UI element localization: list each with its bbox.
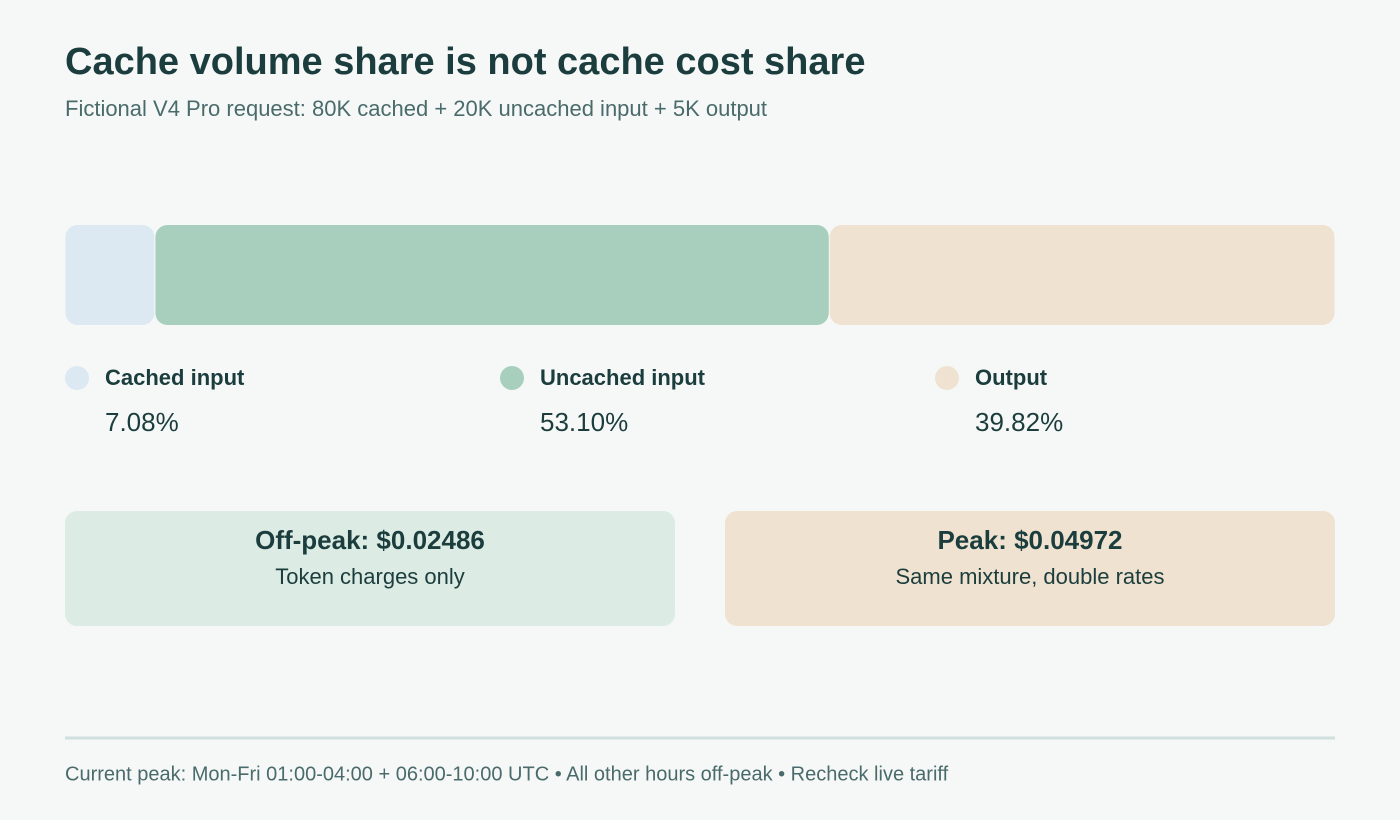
- bar-segment: [155, 225, 829, 325]
- chart-subtitle: Fictional V4 Pro request: 80K cached + 2…: [65, 96, 767, 121]
- legend-label: Cached input: [105, 365, 245, 390]
- card-subtitle: Same mixture, double rates: [895, 564, 1164, 589]
- legend-label: Output: [975, 365, 1048, 390]
- bar-segment: [829, 225, 1335, 325]
- chart-title: Cache volume share is not cache cost sha…: [65, 41, 865, 83]
- legend-swatch: [935, 366, 959, 390]
- card: [725, 511, 1335, 626]
- legend-swatch: [500, 366, 524, 390]
- value-label: 53.10%: [540, 407, 628, 437]
- value-label: 7.08%: [105, 407, 179, 437]
- card: [65, 511, 675, 626]
- legend-swatch: [65, 366, 89, 390]
- card-subtitle: Token charges only: [275, 564, 465, 589]
- footer: Current peak: Mon-Fri 01:00-04:00 + 06:0…: [65, 763, 949, 785]
- bar-segment: [65, 225, 155, 325]
- value-label: 39.82%: [975, 407, 1063, 437]
- card-title: Off-peak: $0.02486: [255, 525, 485, 555]
- legend-label: Uncached input: [540, 365, 706, 390]
- card-title: Peak: $0.04972: [937, 525, 1122, 555]
